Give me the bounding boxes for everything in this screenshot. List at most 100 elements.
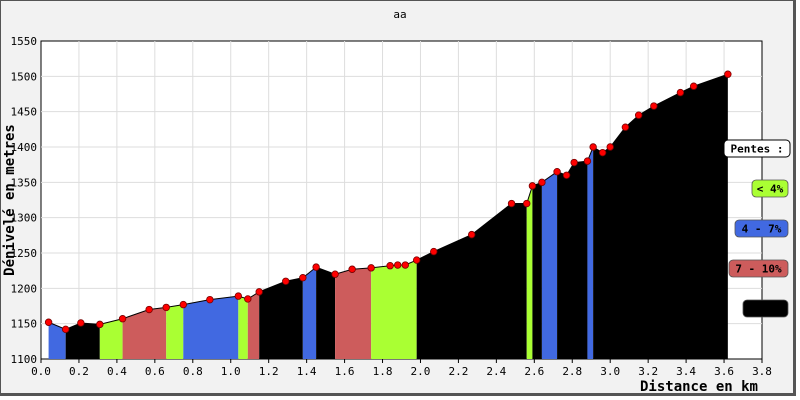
x-tick-label: 2.4	[486, 365, 506, 378]
slope-segment	[541, 171, 558, 359]
slope-segment	[247, 291, 260, 359]
y-tick-label: 1150	[11, 318, 38, 331]
legend-swatch	[728, 259, 789, 278]
data-point	[606, 143, 614, 151]
x-axis-label: Distance en km	[640, 379, 758, 395]
data-point	[528, 182, 537, 190]
x-tick-label: 0.2	[69, 365, 89, 378]
slope-segment	[99, 318, 123, 359]
legend-label: < 4%	[757, 183, 784, 196]
slope-segment	[526, 185, 533, 359]
x-tick-label: 0.4	[107, 365, 127, 378]
data-point	[583, 157, 592, 165]
data-point	[724, 70, 732, 78]
slope-segment	[259, 277, 303, 359]
legend-item: 4 - 7%	[734, 219, 789, 238]
x-tick-label: 3.4	[676, 365, 696, 378]
x-tick-label: 2.8	[562, 365, 582, 378]
data-point	[96, 320, 104, 329]
data-point	[61, 325, 70, 334]
data-point	[634, 111, 643, 119]
data-point	[255, 288, 263, 296]
y-tick-label: 1250	[11, 247, 38, 260]
data-point	[676, 88, 685, 97]
legend-swatch	[742, 299, 789, 318]
y-tick-label: 1500	[11, 70, 38, 83]
legend-title-box: Pentes :	[723, 139, 791, 158]
legend-swatch	[751, 179, 789, 198]
y-tick-label: 1400	[11, 141, 38, 154]
x-tick-label: 3.8	[752, 365, 772, 378]
data-point	[430, 247, 438, 256]
slope-segment	[48, 322, 66, 359]
data-point	[386, 262, 394, 270]
data-point	[331, 270, 339, 278]
slope-segment	[302, 267, 317, 359]
slope-segment	[557, 161, 588, 359]
data-point	[562, 171, 571, 179]
legend: Pentes : < 4% 4 - 7% 7 - 10% > 10%	[723, 139, 791, 318]
y-tick-label: 1300	[11, 212, 38, 225]
data-point	[299, 274, 307, 282]
slope-fills	[48, 73, 729, 360]
y-tick-label: 1550	[11, 35, 38, 48]
legend-title: Pentes :	[731, 143, 784, 156]
data-point	[234, 292, 243, 300]
slope-segment	[166, 304, 184, 359]
data-point	[282, 277, 290, 285]
data-point	[589, 143, 597, 151]
x-tick-label: 0.0	[31, 365, 51, 378]
legend-item: > 10%	[742, 299, 789, 318]
data-point	[145, 305, 153, 314]
x-tick-label: 3.6	[714, 365, 734, 378]
slope-segment	[371, 260, 417, 359]
x-tick-label: 0.8	[183, 365, 203, 378]
data-point	[244, 295, 252, 303]
legend-item: 7 - 10%	[728, 259, 789, 278]
y-tick-label: 1200	[11, 282, 38, 295]
data-point	[523, 199, 531, 208]
slope-segment	[316, 267, 336, 359]
x-tick-label: 0.6	[145, 365, 165, 378]
data-point	[348, 265, 356, 273]
x-tick-label: 1.8	[373, 365, 393, 378]
data-point	[538, 178, 546, 187]
data-point	[621, 123, 630, 131]
slope-segment	[238, 296, 248, 359]
data-point	[598, 148, 607, 157]
x-tick-label: 1.2	[259, 365, 279, 378]
slope-segment	[335, 267, 372, 359]
slope-segment	[532, 182, 542, 359]
x-tick-label: 2.6	[524, 365, 544, 378]
data-point	[44, 318, 53, 326]
data-point	[179, 300, 188, 309]
x-tick-label: 1.4	[297, 365, 317, 378]
data-points	[44, 70, 732, 334]
slope-segment	[122, 307, 167, 359]
data-point	[689, 82, 698, 90]
legend-label: 7 - 10%	[735, 263, 782, 276]
x-tick-label: 1.6	[335, 365, 355, 378]
slope-segment	[416, 203, 527, 359]
legend-swatch	[734, 219, 789, 238]
slope-segment	[587, 147, 594, 359]
data-point	[468, 230, 476, 239]
data-point	[570, 158, 578, 167]
data-point	[401, 261, 409, 269]
data-point	[367, 264, 375, 272]
x-tick-label: 2.2	[448, 365, 468, 378]
slope-segment	[65, 322, 100, 359]
x-tick-label: 3.0	[600, 365, 620, 378]
data-point	[394, 261, 402, 269]
legend-label: 4 - 7%	[742, 223, 782, 236]
legend-title-bg	[723, 139, 791, 158]
x-tick-label: 3.2	[638, 365, 658, 378]
data-point	[206, 295, 214, 304]
y-tick-label: 1350	[11, 176, 38, 189]
x-tick-label: 2.0	[411, 365, 431, 378]
data-point	[118, 315, 127, 323]
data-point	[162, 303, 170, 312]
slope-segment	[593, 74, 728, 360]
chart-title: aa	[393, 8, 406, 21]
